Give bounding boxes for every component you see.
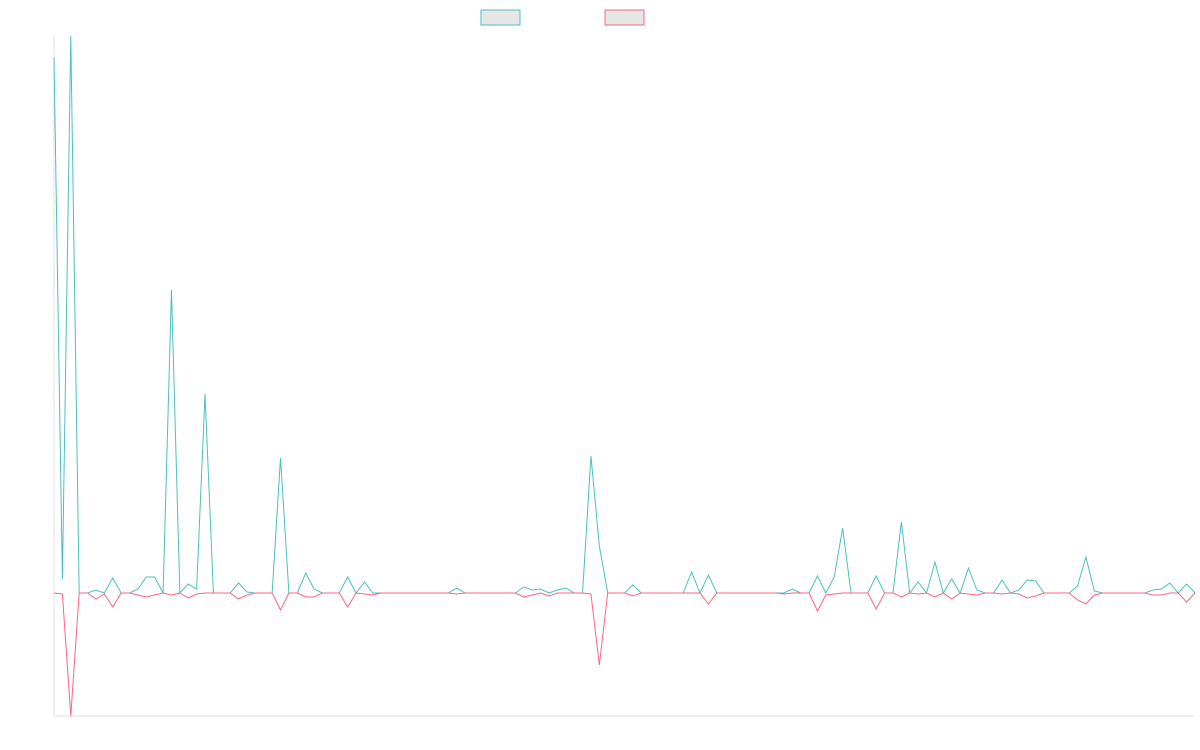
series-line (53, 35, 1196, 595)
legend-swatch[interactable] (604, 9, 645, 26)
series-line (53, 592, 1196, 717)
legend-swatch[interactable] (480, 9, 521, 26)
